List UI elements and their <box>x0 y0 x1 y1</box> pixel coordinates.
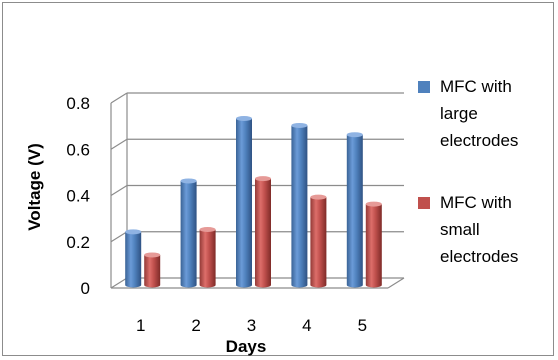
gridline-side <box>110 277 128 289</box>
y-tick-label: 0.6 <box>66 140 90 159</box>
bars <box>125 116 382 288</box>
y-tick-label: 0.2 <box>66 233 90 252</box>
bar-large-day-1 <box>125 229 142 288</box>
legend-entry-small: MFC with small electrodes <box>418 193 518 266</box>
x-tick-label: 4 <box>302 316 311 335</box>
bar-large-day-4 <box>291 122 308 288</box>
gridline-side <box>110 92 128 104</box>
x-tick-label: 2 <box>191 316 200 335</box>
y-axis-label: Voltage (V) <box>25 143 44 231</box>
bar-large-day-2 <box>180 178 197 288</box>
bar-small-day-3 <box>255 176 271 288</box>
bar-small-day-2 <box>199 227 216 288</box>
x-tick-label: 5 <box>358 316 367 335</box>
legend-label: MFC with large electrodes <box>440 77 518 150</box>
x-axis-label: Days <box>226 337 267 356</box>
chart-frame <box>2 2 554 356</box>
x-tick-labels: 1 2 3 4 5 <box>136 316 367 335</box>
legend-swatch <box>418 197 430 209</box>
gridline-side <box>110 184 128 197</box>
y-tick-label: 0 <box>81 279 90 298</box>
gridline-side <box>110 231 128 243</box>
legend-swatch <box>418 81 430 93</box>
x-tick-label: 1 <box>136 316 145 335</box>
gridline-side <box>110 138 128 150</box>
y-tick-label: 0.4 <box>66 187 90 206</box>
bar-large-day-5 <box>346 132 363 288</box>
bar-small-day-4 <box>310 194 327 288</box>
legend: MFC with large electrodes MFC with small elec… <box>418 77 518 266</box>
bar-small-day-5 <box>365 201 382 288</box>
bar-small-day-1 <box>144 252 161 288</box>
y-tick-label: 0.8 <box>66 94 90 113</box>
x-tick-label: 3 <box>247 316 256 335</box>
y-tick-labels: 0 0.2 0.4 0.6 0.8 <box>66 94 90 298</box>
legend-label: MFC with small electrodes <box>440 193 518 266</box>
floor-edge <box>387 277 405 289</box>
legend-entry-large: MFC with large electrodes <box>418 77 518 150</box>
bar-large-day-3 <box>236 116 252 288</box>
